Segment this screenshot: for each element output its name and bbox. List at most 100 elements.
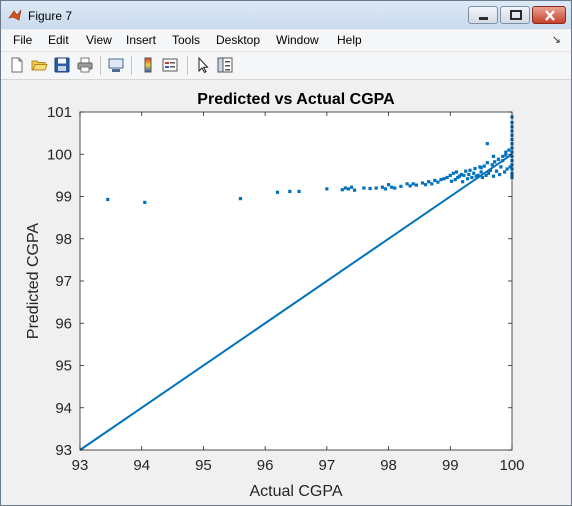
data-point — [465, 177, 470, 181]
window-title: Figure 7 — [28, 9, 73, 23]
data-point — [275, 190, 280, 194]
y-tick-label: 94 — [55, 400, 72, 417]
data-point — [386, 183, 391, 187]
new-figure-icon[interactable] — [8, 56, 26, 74]
data-point — [368, 186, 372, 191]
close-button[interactable] — [532, 6, 566, 24]
data-point — [501, 154, 505, 158]
menu-insert[interactable]: Insert — [126, 33, 157, 47]
y-axis-label: Predicted CGPA — [25, 223, 42, 340]
data-point — [424, 183, 428, 187]
x-tick-label: 95 — [195, 457, 212, 474]
print-icon[interactable] — [76, 56, 94, 74]
scatter-plot[interactable]: 93 94 95 96 97 98 99 100 93 94 95 96 97 98 99 100 101 Pr… — [0, 79, 572, 504]
data-point — [467, 172, 471, 177]
data-point — [143, 200, 147, 205]
menu-view[interactable]: View — [86, 33, 112, 47]
x-tick-label: 97 — [319, 457, 336, 474]
close-icon — [545, 10, 555, 21]
data-point — [427, 180, 431, 184]
data-point — [430, 182, 434, 186]
open-file-icon[interactable] — [30, 56, 48, 74]
data-point — [499, 165, 503, 169]
toolbar-separator — [131, 56, 132, 75]
menu-file[interactable]: File — [13, 33, 33, 47]
data-point — [445, 175, 449, 180]
x-tick-label: 99 — [442, 457, 459, 474]
data-point — [343, 186, 347, 190]
y-tick-label: 95 — [55, 358, 72, 375]
data-point — [462, 173, 466, 177]
x-tick-label: 93 — [72, 457, 89, 474]
menu-bar: File Edit View Insert Tools Desktop Wind… — [1, 30, 571, 52]
data-point — [488, 168, 492, 172]
data-point — [502, 170, 507, 174]
x-tick-label: 94 — [133, 457, 150, 474]
menu-help[interactable]: Help — [337, 33, 362, 47]
data-point — [380, 185, 384, 189]
x-tick-label: 98 — [380, 457, 397, 474]
data-point — [504, 153, 508, 157]
save-icon[interactable] — [53, 56, 71, 74]
data-point — [498, 172, 502, 177]
data-point — [480, 175, 484, 180]
data-point — [508, 165, 512, 169]
data-point — [456, 175, 460, 180]
data-point — [374, 186, 378, 190]
data-point — [482, 164, 486, 168]
data-point — [448, 173, 452, 177]
data-point — [454, 170, 459, 174]
data-point — [490, 163, 494, 167]
x-tick-label: 100 — [499, 457, 524, 474]
y-tick-label: 99 — [55, 189, 72, 206]
tick-layer: 93 94 95 96 97 98 99 100 93 94 95 96 97 98 99 100 101 — [47, 104, 525, 474]
data-point — [449, 179, 454, 183]
data-point — [485, 161, 489, 165]
title-bar[interactable]: Figure 7 — [1, 1, 571, 29]
colorbar-icon[interactable] — [139, 56, 157, 74]
data-point — [470, 175, 474, 180]
data-point — [472, 171, 476, 175]
maximize-button[interactable] — [500, 6, 530, 24]
data-point — [451, 171, 455, 175]
maximize-icon — [510, 10, 522, 20]
data-point — [411, 182, 415, 186]
data-point — [461, 180, 465, 184]
toolbar-separator — [187, 56, 188, 75]
toolbar-separator — [100, 56, 101, 75]
chart-title: Predicted vs Actual CGPA — [197, 91, 395, 108]
minimize-icon — [479, 17, 488, 20]
minimize-button[interactable] — [468, 6, 498, 24]
data-point — [491, 154, 496, 158]
property-editor-icon[interactable] — [216, 56, 234, 74]
data-point — [408, 184, 412, 188]
data-point — [383, 187, 388, 191]
axes-background[interactable] — [80, 112, 512, 450]
data-point — [362, 186, 366, 190]
data-point — [468, 168, 472, 172]
data-point — [501, 158, 505, 163]
data-point — [106, 197, 110, 202]
menu-edit[interactable]: Edit — [48, 33, 69, 47]
menu-desktop[interactable]: Desktop — [216, 33, 261, 47]
edit-plot-arrow-icon[interactable] — [194, 56, 212, 74]
y-tick-label: 98 — [55, 231, 72, 248]
data-point — [457, 174, 462, 178]
link-plot-icon[interactable] — [107, 56, 125, 74]
data-point — [420, 181, 425, 185]
data-point — [486, 171, 491, 175]
y-tick-label: 96 — [55, 315, 72, 332]
data-point — [491, 174, 496, 178]
menu-window[interactable]: Window — [276, 33, 319, 47]
data-point — [442, 177, 446, 181]
data-point — [479, 170, 483, 174]
data-point — [473, 167, 477, 171]
data-point — [474, 174, 478, 178]
y-tick-label: 93 — [55, 442, 72, 459]
y-tick-label: 100 — [47, 146, 72, 163]
dock-arrow-icon[interactable]: ↘ — [551, 34, 561, 46]
data-point — [493, 160, 497, 164]
legend-icon[interactable] — [161, 56, 179, 74]
data-point — [494, 169, 499, 173]
menu-tools[interactable]: Tools — [172, 33, 201, 47]
